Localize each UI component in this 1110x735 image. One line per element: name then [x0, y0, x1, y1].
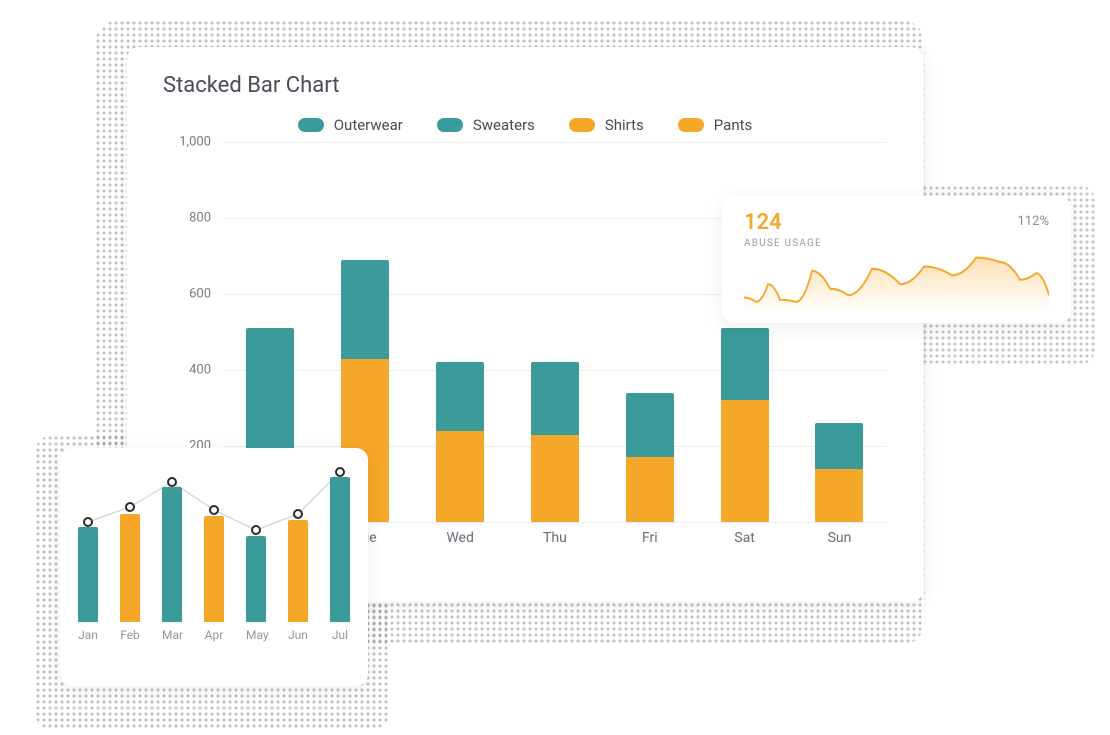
mini-x-label: Jan: [78, 628, 98, 642]
mini-x-label: May: [246, 628, 266, 642]
y-tick-label: 1,000: [179, 135, 211, 150]
mini-bar-mar[interactable]: [162, 487, 182, 622]
mini-marker: [167, 477, 177, 487]
segment-bottom: [626, 457, 674, 522]
mini-marker: [251, 525, 261, 535]
legend-item-pants[interactable]: Pants: [678, 116, 752, 134]
mini-x-label: Jul: [330, 628, 350, 642]
spark-line: [744, 251, 1049, 313]
mini-marker: [335, 467, 345, 477]
x-label: Fri: [626, 530, 674, 546]
x-label: Sun: [815, 530, 863, 546]
y-tick-label: 600: [189, 287, 211, 302]
mini-x-labels: Jan Feb Mar Apr May Jun Jul: [78, 628, 350, 642]
bar-wed[interactable]: [436, 362, 484, 522]
mini-marker: [209, 505, 219, 515]
segment-bottom: [436, 431, 484, 522]
x-label: Wed: [436, 530, 484, 546]
segment-bottom: [721, 400, 769, 522]
segment-bottom: [531, 435, 579, 522]
spark-percent: 112%: [1018, 214, 1049, 229]
legend-label: Outerwear: [334, 116, 403, 134]
segment-top: [626, 393, 674, 458]
legend-swatch: [569, 118, 595, 132]
chart-title: Stacked Bar Chart: [163, 73, 887, 98]
legend-label: Pants: [714, 116, 752, 134]
legend-item-shirts[interactable]: Shirts: [569, 116, 644, 134]
legend-item-outerwear[interactable]: Outerwear: [298, 116, 403, 134]
mini-bar-feb[interactable]: [120, 514, 140, 622]
legend: Outerwear Sweaters Shirts Pants: [163, 116, 887, 134]
y-tick-label: 400: [189, 363, 211, 378]
segment-top: [436, 362, 484, 430]
segment-top: [721, 328, 769, 400]
mini-bar-may[interactable]: [246, 536, 266, 622]
mini-bar-jan[interactable]: [78, 527, 98, 622]
segment-top: [531, 362, 579, 434]
mini-bar-apr[interactable]: [204, 516, 224, 622]
legend-item-sweaters[interactable]: Sweaters: [437, 116, 535, 134]
mini-marker: [293, 509, 303, 519]
mini-x-label: Jun: [288, 628, 308, 642]
spark-label: ABUSE USAGE: [744, 238, 822, 249]
mini-marker: [83, 517, 93, 527]
legend-label: Shirts: [605, 116, 644, 134]
mini-bars: [78, 462, 350, 622]
bar-sat[interactable]: [721, 328, 769, 522]
mini-x-label: Feb: [120, 628, 140, 642]
spark-header: 124 ABUSE USAGE 112%: [744, 210, 1049, 249]
x-label: Thu: [531, 530, 579, 546]
mini-bar-jul[interactable]: [330, 477, 350, 622]
bar-thu[interactable]: [531, 362, 579, 522]
segment-top: [341, 260, 389, 359]
legend-swatch: [298, 118, 324, 132]
mini-x-label: Mar: [162, 628, 182, 642]
mini-marker: [125, 502, 135, 512]
bar-fri[interactable]: [626, 393, 674, 522]
legend-swatch: [437, 118, 463, 132]
mini-x-label: Apr: [204, 628, 224, 642]
spark-value: 124: [744, 210, 822, 235]
legend-swatch: [678, 118, 704, 132]
bar-sun[interactable]: [815, 423, 863, 522]
abuse-usage-card: 124 ABUSE USAGE 112%: [722, 196, 1071, 323]
mini-bar-jun[interactable]: [288, 520, 308, 622]
segment-top: [815, 423, 863, 469]
mini-chart-area: Jan Feb Mar Apr May Jun Jul: [78, 462, 350, 642]
segment-bottom: [815, 469, 863, 522]
monthly-mini-card: Jan Feb Mar Apr May Jun Jul: [60, 448, 368, 686]
x-label: Sat: [721, 530, 769, 546]
legend-label: Sweaters: [473, 116, 535, 134]
y-tick-label: 800: [189, 211, 211, 226]
